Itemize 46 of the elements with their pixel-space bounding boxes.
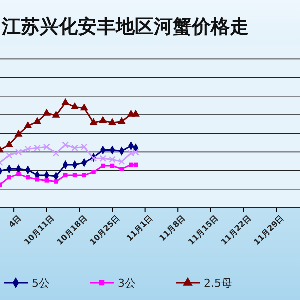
x-tick-label: 11月29日 bbox=[252, 214, 286, 248]
x-tick-label: 10月25日 bbox=[88, 214, 122, 248]
point bbox=[33, 117, 42, 124]
x-tick-label: 10月18日 bbox=[55, 214, 89, 248]
point bbox=[24, 121, 32, 128]
point bbox=[99, 116, 108, 124]
point bbox=[92, 170, 96, 174]
x-tick-label: 11月8日 bbox=[158, 214, 188, 244]
point bbox=[70, 102, 80, 110]
point bbox=[44, 178, 49, 183]
point bbox=[42, 108, 51, 116]
point bbox=[43, 144, 50, 150]
point bbox=[52, 150, 60, 157]
point bbox=[62, 98, 70, 106]
point bbox=[15, 148, 22, 156]
x-tick-label: 11月1日 bbox=[125, 214, 155, 244]
point bbox=[35, 178, 40, 182]
point bbox=[80, 104, 88, 111]
point bbox=[120, 167, 124, 172]
point bbox=[132, 110, 140, 117]
chart-title: 江苏兴化安丰地区河蟹价格走 bbox=[1, 16, 249, 38]
point bbox=[90, 118, 98, 126]
point bbox=[108, 118, 117, 126]
point bbox=[129, 162, 134, 168]
legend-label: 5公 bbox=[32, 277, 50, 290]
point bbox=[34, 144, 41, 152]
point bbox=[118, 117, 126, 124]
point bbox=[5, 140, 14, 148]
legend-label: 2.5母 bbox=[204, 277, 232, 290]
point bbox=[62, 142, 70, 148]
x-tick-label: 11月22日 bbox=[220, 214, 253, 248]
point bbox=[14, 130, 23, 137]
point bbox=[16, 172, 21, 177]
point bbox=[54, 180, 58, 184]
point bbox=[80, 144, 88, 150]
point bbox=[24, 146, 32, 153]
legend-label: 3公 bbox=[118, 277, 136, 290]
x-tick-label: 11月15日 bbox=[186, 214, 220, 248]
point bbox=[52, 110, 60, 118]
point bbox=[109, 156, 116, 164]
x-tick-label: 10月11日 bbox=[22, 214, 56, 248]
point bbox=[72, 144, 78, 152]
point bbox=[118, 158, 126, 166]
point bbox=[100, 155, 107, 162]
x-tick-label: 4日 bbox=[7, 214, 24, 230]
point bbox=[6, 152, 13, 159]
